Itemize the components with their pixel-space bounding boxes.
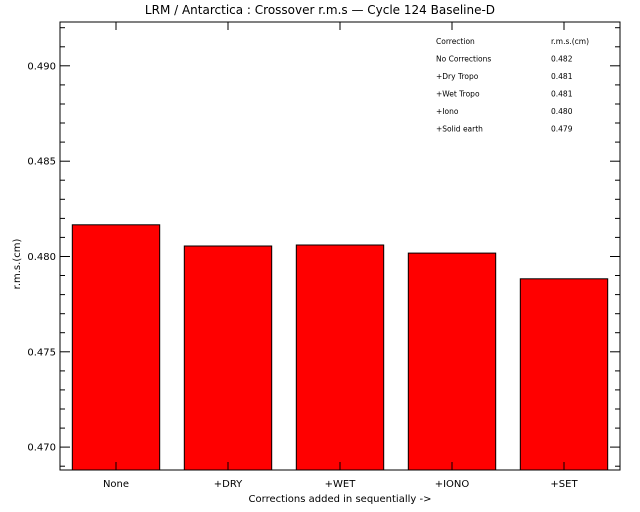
legend-header-rms: r.m.s.(cm) [551,37,589,46]
x-tick-label: +IONO [435,479,470,490]
y-axis-label: r.m.s.(cm) [12,239,23,290]
y-tick-label: 0.490 [27,61,56,72]
x-tick-label: None [103,479,129,490]
legend-row-value: 0.481 [551,90,573,99]
bar-none [71,224,161,471]
legend-row-value: 0.481 [551,72,573,81]
bar-dry [183,245,273,471]
y-tick-label: 0.485 [27,157,56,168]
bar-set [519,278,609,471]
y-tick-label: 0.480 [27,252,56,263]
chart-title: LRM / Antarctica : Crossover r.m.s — Cyc… [145,3,495,17]
legend-row-label: +Solid earth [436,125,483,134]
x-tick-label: +WET [325,479,357,490]
bar-wet [295,244,385,471]
x-tick-label: +DRY [214,479,243,490]
legend-row-label: No Corrections [436,55,491,64]
legend-table: Correction r.m.s.(cm) No Corrections 0.482 +… [436,37,589,134]
legend-row-value: 0.482 [551,55,573,64]
bar-iono [407,252,497,471]
bars-group [71,224,609,471]
legend-header-correction: Correction [436,37,475,46]
legend-row-label: +Iono [436,107,459,116]
x-tick-label: +SET [550,479,578,490]
legend-row-value: 0.479 [551,125,573,134]
y-tick-label: 0.470 [27,443,56,454]
legend-row-label: +Wet Tropo [436,90,480,99]
x-axis-label: Corrections added in sequentially -> [249,494,432,505]
ticks-group: 0.470 0.475 0.480 0.485 0.490 None +DRY +WET +IO… [27,22,620,490]
legend-row-value: 0.480 [551,107,573,116]
legend-row-label: +Dry Tropo [436,72,479,81]
y-tick-label: 0.475 [27,347,56,358]
